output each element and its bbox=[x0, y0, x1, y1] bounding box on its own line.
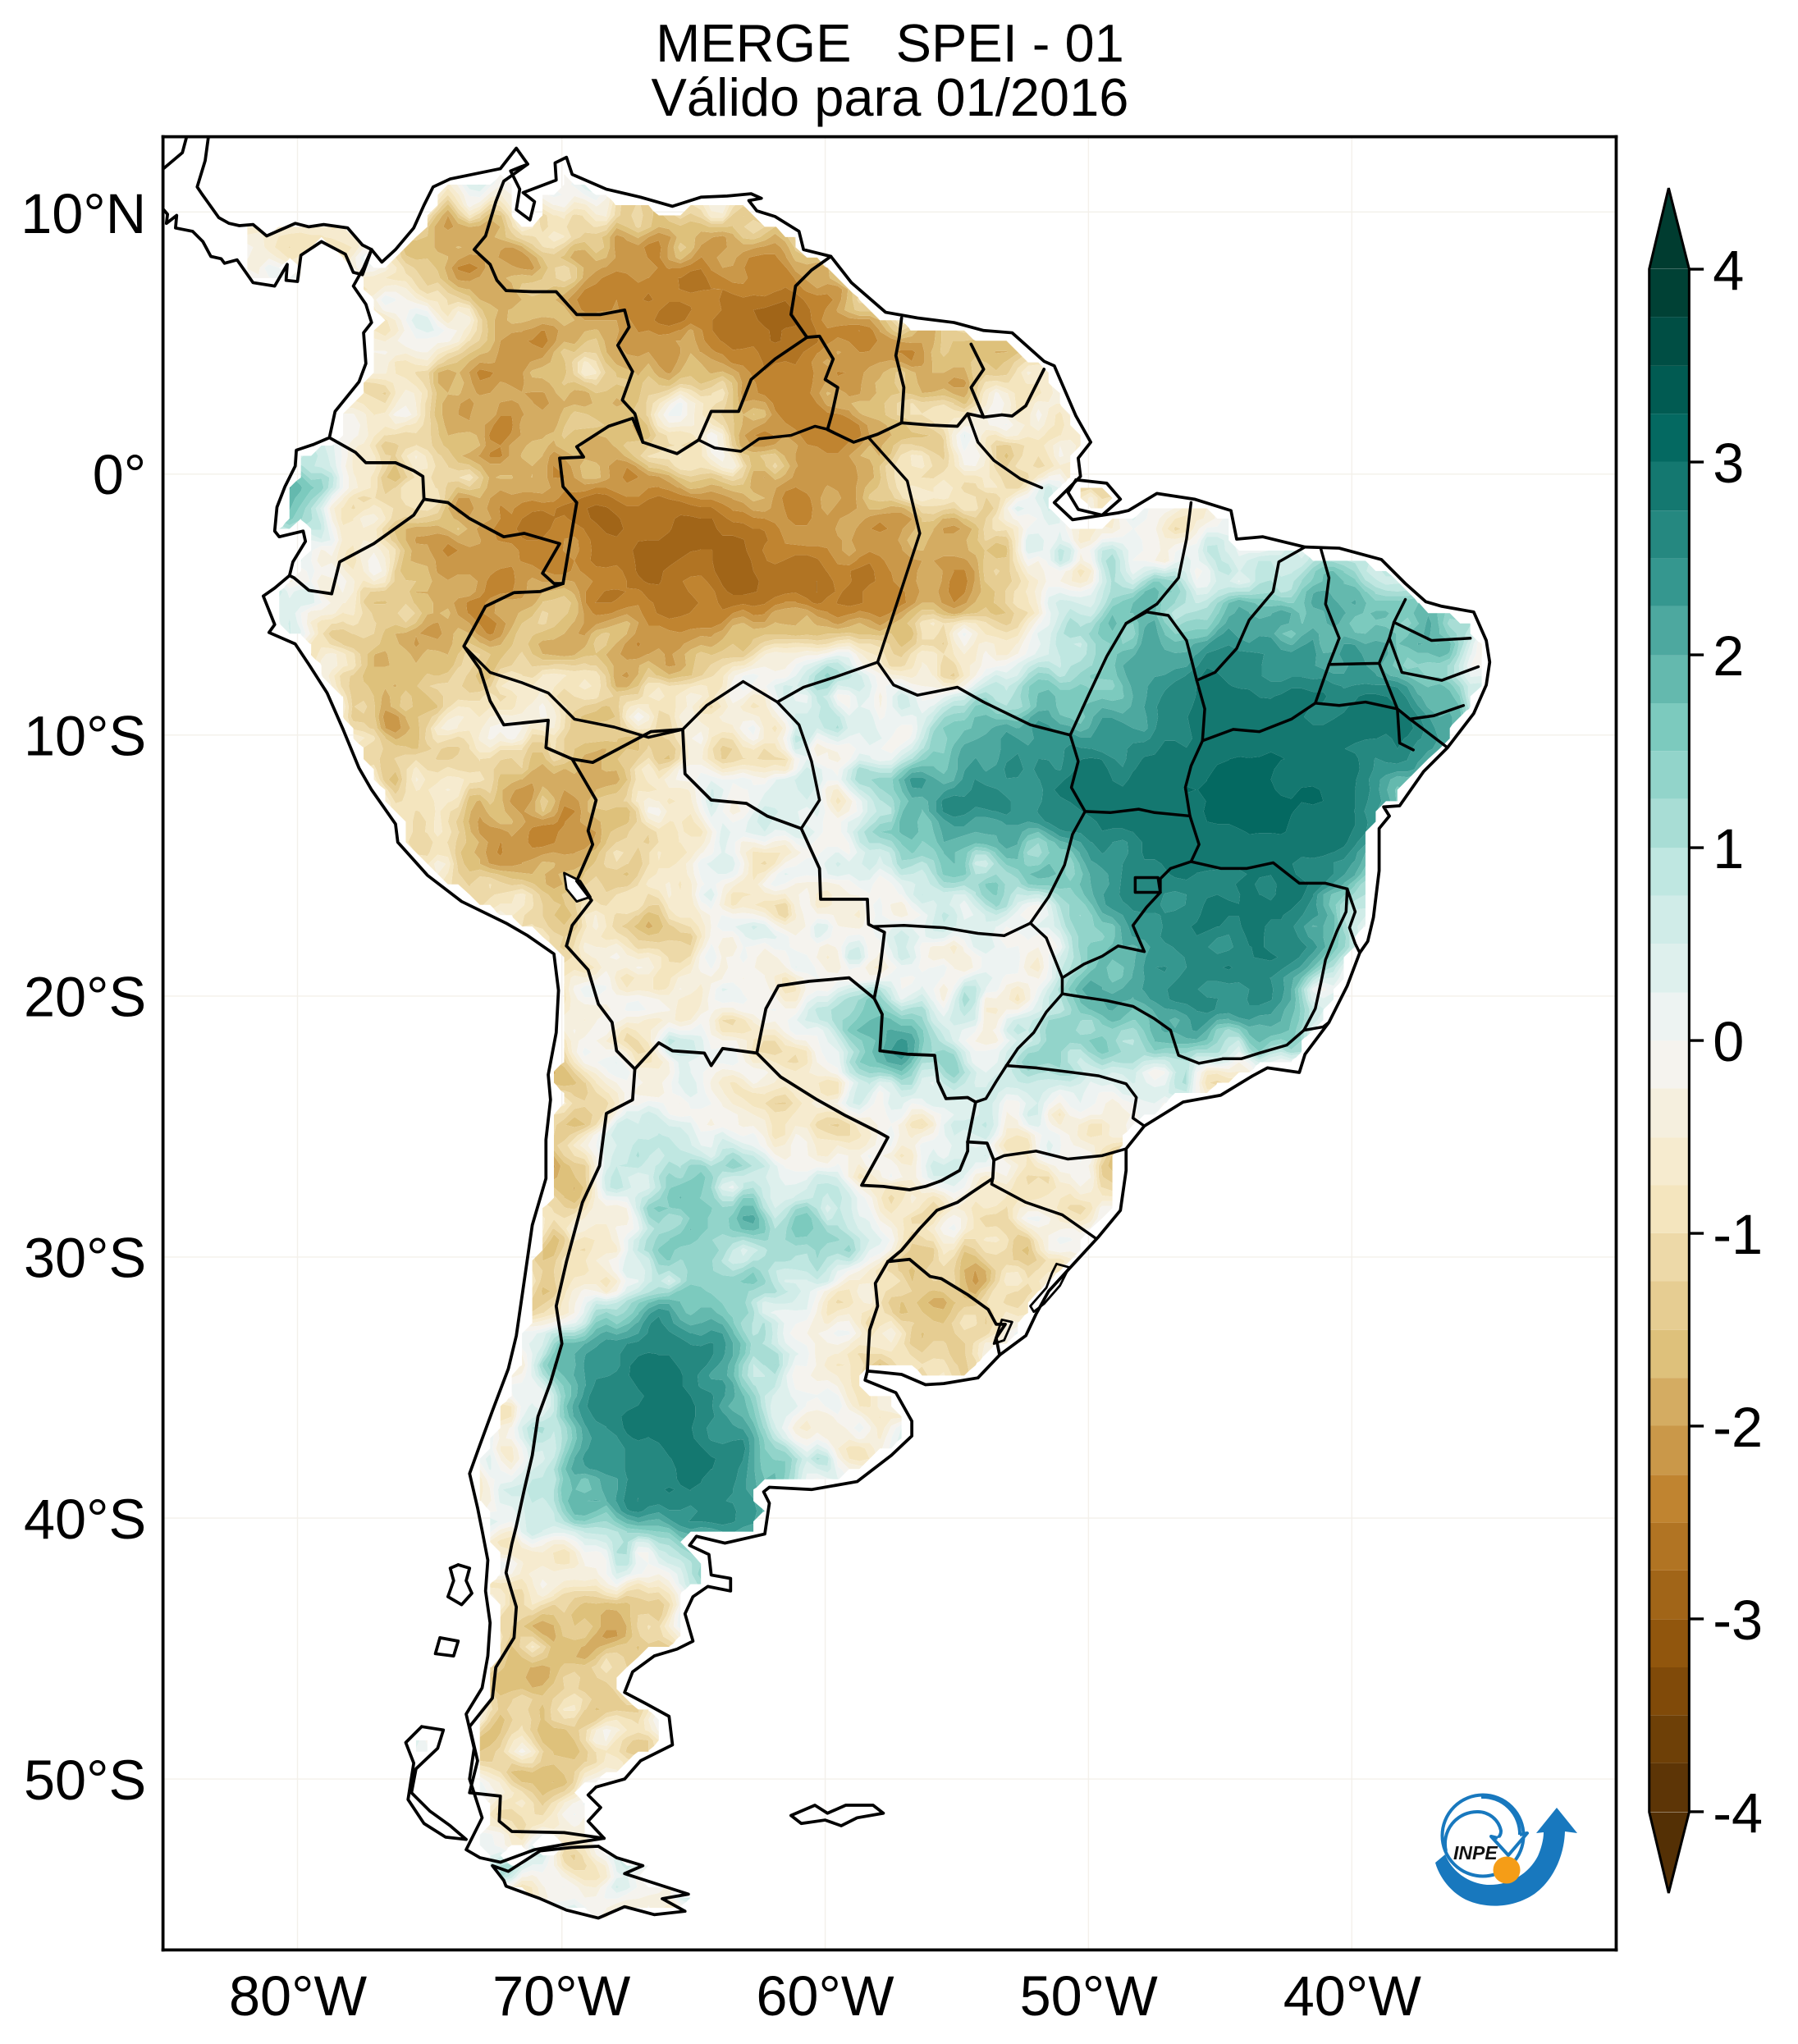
svg-text:-3: -3 bbox=[1713, 1589, 1763, 1652]
svg-text:-2: -2 bbox=[1713, 1396, 1763, 1459]
svg-text:10°S: 10°S bbox=[24, 704, 146, 767]
svg-text:0°: 0° bbox=[93, 443, 146, 506]
svg-text:50°S: 50°S bbox=[24, 1749, 146, 1812]
svg-text:40°S: 40°S bbox=[24, 1488, 146, 1551]
svg-text:1: 1 bbox=[1713, 817, 1744, 880]
svg-text:2: 2 bbox=[1713, 624, 1744, 688]
svg-text:10°N: 10°N bbox=[21, 182, 146, 245]
svg-text:50°W: 50°W bbox=[1020, 1964, 1159, 2028]
svg-text:-1: -1 bbox=[1713, 1203, 1763, 1266]
svg-text:0: 0 bbox=[1713, 1010, 1744, 1073]
svg-text:4: 4 bbox=[1713, 239, 1744, 302]
svg-text:70°W: 70°W bbox=[492, 1964, 631, 2028]
svg-text:30°S: 30°S bbox=[24, 1227, 146, 1290]
svg-text:20°S: 20°S bbox=[24, 965, 146, 1028]
svg-text:40°W: 40°W bbox=[1283, 1964, 1422, 2028]
svg-text:3: 3 bbox=[1713, 432, 1744, 495]
svg-text:Válido para 01/2016: Válido para 01/2016 bbox=[652, 67, 1129, 127]
svg-text:80°W: 80°W bbox=[229, 1964, 368, 2028]
svg-text:INPE: INPE bbox=[1453, 1842, 1498, 1863]
svg-text:60°W: 60°W bbox=[756, 1964, 894, 2028]
svg-text:MERGE SPEI - 01: MERGE SPEI - 01 bbox=[656, 13, 1124, 73]
svg-text:-4: -4 bbox=[1713, 1781, 1763, 1845]
